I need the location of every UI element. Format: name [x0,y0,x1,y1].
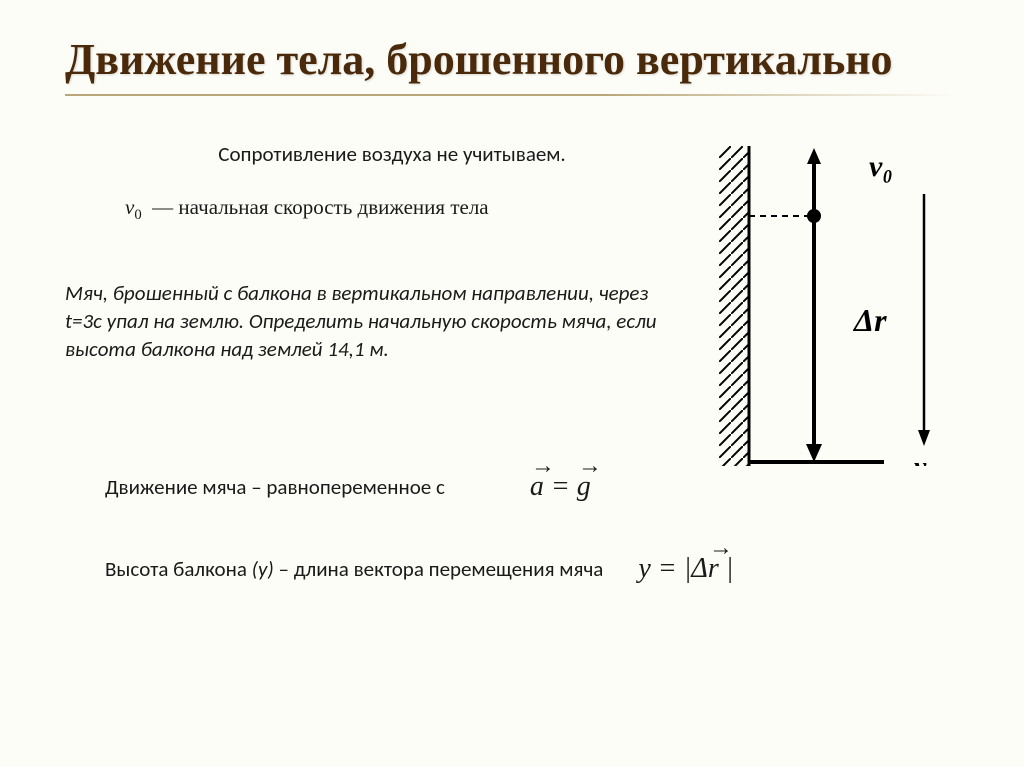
motion-type-text: Движение мяча – равнопеременное с [105,474,445,500]
formula-row-1: Движение мяча – равнопеременное с a = g [105,471,959,503]
page-title: Движение тела, брошенного вертикально [65,35,959,86]
text-column: Сопротивление воздуха не учитываем. v0 —… [65,141,679,471]
problem-statement: Мяч, брошенный с балкона в вертикальном … [65,279,679,364]
height-text: Высота балкона (y) – длина вектора перем… [105,556,603,582]
v0-label-svg: v₀ [869,150,893,183]
content-row: Сопротивление воздуха не учитываем. v0 —… [65,141,959,471]
height-text-b: – длина вектора перемещения мяча [274,556,604,582]
formula-row-2: Высота балкона (y) – длина вектора перем… [105,553,959,585]
formula-y-eq-dr: y = |Δr | [638,553,733,585]
formula-a-eq-g: a = g [530,471,591,503]
diagram-column: v₀ Δr y [719,141,959,471]
motion-diagram: v₀ Δr y [719,146,949,466]
v0-label: — начальная скорость движения тела [152,195,488,219]
dr-label-svg: Δr [852,302,887,338]
y-label-svg: y [911,452,927,466]
height-y: (y) [252,556,274,582]
v0-definition: v0 — начальная скорость движения тела [125,195,679,224]
title-underline [65,94,959,96]
assumption-text: Сопротивление воздуха не учитываем. [105,141,679,167]
height-text-a: Высота балкона [105,556,252,582]
